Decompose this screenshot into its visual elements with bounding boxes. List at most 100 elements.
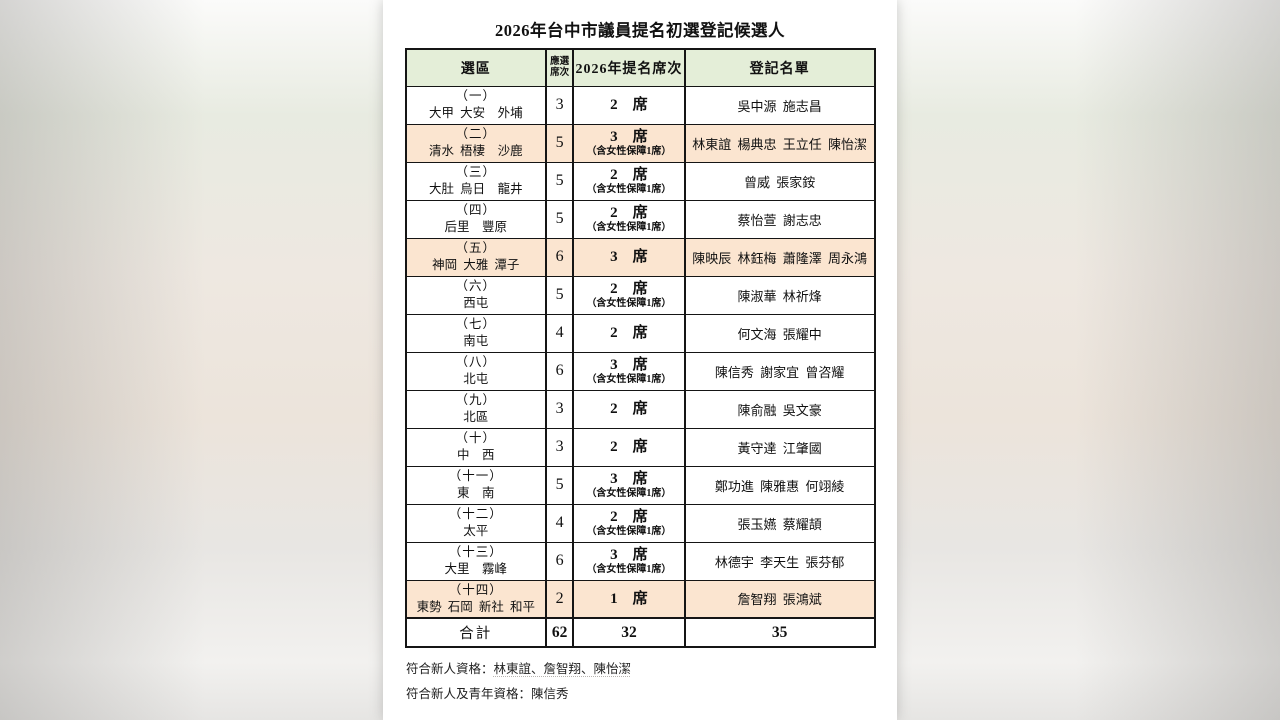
candidate-names: 蔡怡萱 謝志忠: [683, 199, 876, 239]
district-number: （三）: [455, 165, 497, 180]
table-row: （一） 大甲 大安 外埔 3 2 席 吳中源 施志昌: [404, 85, 876, 125]
footnotes: 符合新人資格：林東誼、詹智翔、陳怡潔 符合新人及青年資格：陳信秀: [406, 657, 897, 707]
district-areas: 東勢 石岡 新社 和平: [416, 599, 535, 614]
candidate-names: 林德宇 李天生 張芬郁: [683, 541, 876, 581]
elect-seats: 6: [545, 541, 575, 581]
table-row: （九） 北區 3 2 席 陳俞融 吳文豪: [404, 389, 876, 429]
nominated-seats: 1 席: [610, 590, 648, 607]
nominated-seats: 3 席: [610, 471, 648, 488]
table-row: （十三） 大里 霧峰 6 3 席（含女性保障1席） 林德宇 李天生 張芬郁: [404, 541, 876, 581]
nominated-seats: 2 席: [610, 205, 648, 222]
district-areas: 后里 豐原: [444, 220, 508, 234]
table-row: （七） 南屯 4 2 席 何文海 張耀中: [404, 313, 876, 353]
header-row: 選區 應選 席次 2026年提名席次 登記名單: [404, 48, 876, 87]
elect-seats: 5: [545, 465, 575, 505]
seat-note: （含女性保障1席）: [586, 298, 672, 310]
district-number: （六）: [455, 279, 497, 294]
district-number: （十三）: [448, 545, 503, 560]
nominated-seats: 2 席: [610, 167, 648, 184]
district-number: （八）: [455, 355, 497, 370]
district-number: （十一）: [448, 469, 503, 484]
header-nomination: 2026年提名席次: [572, 48, 686, 87]
candidate-names: 陳信秀 謝家宜 曾咨耀: [683, 351, 876, 391]
elect-seats: 5: [545, 275, 575, 315]
district-areas: 大里 霧峰: [444, 562, 508, 576]
seat-note: （含女性保障1席）: [586, 564, 672, 576]
table-row: （十） 中 西 3 2 席 黃守達 江肇國: [404, 427, 876, 467]
nominated-seats: 2 席: [610, 401, 648, 417]
total-label: 合計: [404, 617, 548, 648]
footnote-label: 符合新人及青年資格：: [406, 687, 532, 701]
elect-seats: 2: [545, 579, 575, 619]
nomination-table: 選區 應選 席次 2026年提名席次 登記名單 （一） 大甲 大安 外埔 3 2 …: [404, 48, 876, 648]
nominated-seats: 2 席: [610, 281, 648, 298]
candidate-names: 曾威 張家銨: [683, 161, 876, 201]
page-title: 2026年台中市議員提名初選登記候選人: [495, 21, 785, 40]
candidate-names: 黃守達 江肇國: [683, 427, 876, 467]
district-areas: 南屯: [463, 334, 489, 348]
candidate-names: 詹智翔 張鴻斌: [683, 579, 876, 619]
seat-note: （含女性保障1席）: [586, 526, 672, 538]
nominated-seats: 3 席: [610, 357, 648, 374]
district-areas: 中 西: [457, 448, 495, 462]
elect-seats: 5: [545, 123, 575, 163]
district-number: （二）: [455, 127, 497, 142]
table-row: （三） 大肚 烏日 龍井 5 2 席（含女性保障1席） 曾威 張家銨: [404, 161, 876, 201]
elect-seats: 3: [545, 389, 575, 429]
district-number: （十四）: [448, 582, 503, 597]
elect-seats: 6: [545, 237, 575, 277]
table-row: （十二） 太平 4 2 席（含女性保障1席） 張玉嬿 蔡耀頡: [404, 503, 876, 543]
candidate-names: 陳淑華 林祈烽: [683, 275, 876, 315]
district-number: （七）: [455, 317, 497, 332]
district-number: （十二）: [448, 507, 503, 522]
district-number: （一）: [455, 89, 497, 104]
district-areas: 大肚 烏日 龍井: [428, 182, 523, 196]
table-row: （六） 西屯 5 2 席（含女性保障1席） 陳淑華 林祈烽: [404, 275, 876, 315]
nominated-seats: 2 席: [610, 97, 648, 113]
nominated-seats: 3 席: [610, 547, 648, 564]
seat-note: （含女性保障1席）: [586, 222, 672, 234]
candidate-names: 張玉嬿 蔡耀頡: [683, 503, 876, 543]
elect-seats: 5: [545, 199, 575, 239]
district-areas: 東 南: [457, 486, 495, 500]
table-row: （四） 后里 豐原 5 2 席（含女性保障1席） 蔡怡萱 謝志忠: [404, 199, 876, 239]
table-row: （二） 清水 梧棲 沙鹿 5 3 席（含女性保障1席） 林東誼 楊典忠 王立任 陳…: [404, 123, 876, 163]
header-district: 選區: [404, 48, 548, 87]
footnote-label: 符合新人資格：: [406, 662, 494, 676]
table-row: （五） 神岡 大雅 潭子 6 3 席 陳映辰 林鈺梅 蕭隆澤 周永鴻: [404, 237, 876, 277]
document-page: 2026年台中市議員提名初選登記候選人 選區 應選 席次 2026年提名席次 登…: [383, 0, 897, 720]
district-number: （四）: [455, 203, 497, 218]
candidate-names: 陳俞融 吳文豪: [683, 389, 876, 429]
candidate-names: 吳中源 施志昌: [683, 85, 876, 125]
district-areas: 北屯: [463, 372, 489, 386]
footnote-new-candidates: 符合新人資格：林東誼、詹智翔、陳怡潔: [406, 657, 897, 682]
total-elect-seats: 62: [545, 617, 575, 648]
table-row: （八） 北屯 6 3 席（含女性保障1席） 陳信秀 謝家宜 曾咨耀: [404, 351, 876, 391]
candidate-names: 何文海 張耀中: [683, 313, 876, 353]
district-areas: 神岡 大雅 潭子: [432, 258, 520, 272]
elect-seats: 3: [545, 427, 575, 467]
candidate-names: 林東誼 楊典忠 王立任 陳怡潔: [683, 123, 876, 163]
footnote-names: 林東誼、詹智翔、陳怡潔: [493, 662, 632, 676]
footnote-new-and-youth: 符合新人及青年資格：陳信秀: [406, 682, 897, 707]
total-registered: 35: [683, 617, 876, 648]
nominated-seats: 2 席: [610, 509, 648, 526]
candidate-names: 陳映辰 林鈺梅 蕭隆澤 周永鴻: [683, 237, 876, 277]
district-number: （十）: [455, 431, 497, 446]
district-areas: 西屯: [463, 296, 489, 310]
elect-seats: 3: [545, 85, 575, 125]
candidate-names: 鄭功進 陳雅惠 何翊綾: [683, 465, 876, 505]
table-row: （十四） 東勢 石岡 新社 和平 2 1 席 詹智翔 張鴻斌: [404, 579, 876, 619]
footnote-names: 陳信秀: [531, 687, 569, 701]
nominated-seats: 2 席: [610, 325, 648, 341]
nominated-seats: 3 席: [610, 249, 648, 265]
seat-note: （含女性保障1席）: [586, 374, 672, 386]
district-areas: 太平: [463, 524, 489, 538]
seat-note: （含女性保障1席）: [586, 184, 672, 196]
elect-seats: 6: [545, 351, 575, 391]
header-elect-seats: 應選 席次: [545, 48, 575, 87]
nominated-seats: 3 席: [610, 129, 648, 146]
district-number: （五）: [455, 241, 497, 256]
seat-note: （含女性保障1席）: [586, 488, 672, 500]
elect-seats: 4: [545, 503, 575, 543]
